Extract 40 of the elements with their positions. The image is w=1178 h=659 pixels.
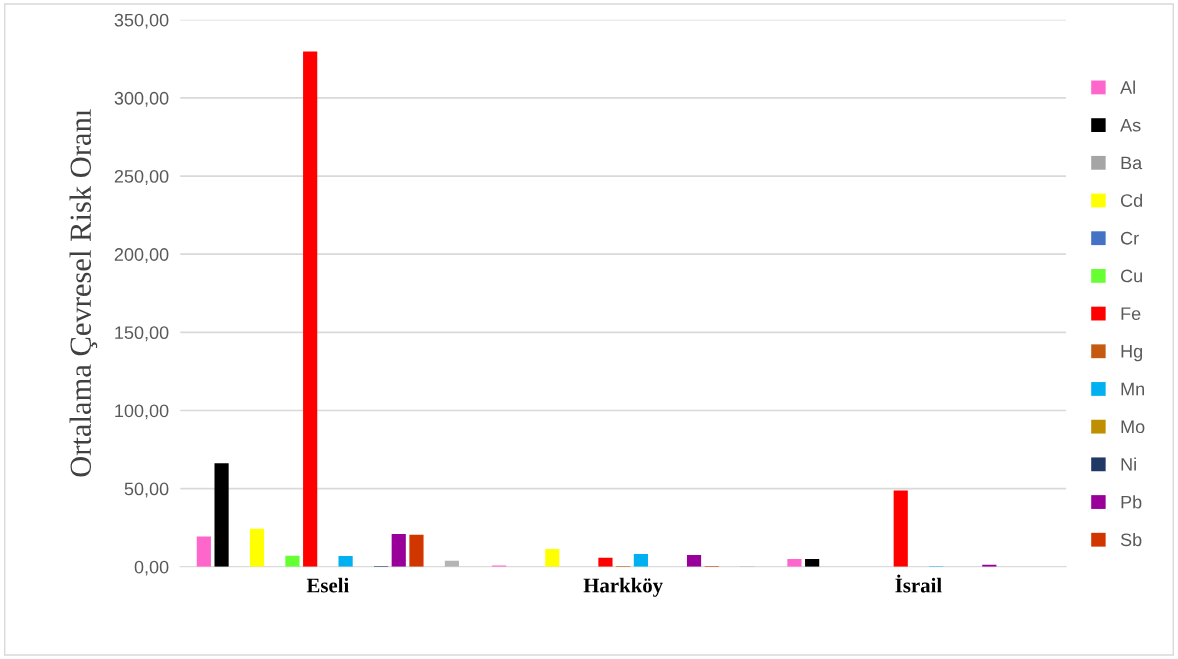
x-tick-label: Eseli (306, 577, 349, 593)
y-tick-label: 350,00 (114, 13, 169, 29)
y-tick-label: 300,00 (114, 91, 169, 107)
y-tick-label: 0,00 (134, 560, 169, 576)
legend-label: Ni (1121, 457, 1136, 471)
legend-label: Mo (1121, 420, 1145, 434)
y-tick-label: 200,00 (114, 248, 169, 264)
bar (249, 528, 265, 567)
bar (893, 490, 908, 567)
legend-label: Hg (1121, 345, 1142, 362)
bar (409, 534, 424, 567)
bar (545, 549, 560, 567)
bar (633, 554, 648, 567)
bar (214, 463, 229, 567)
bar (196, 536, 211, 567)
bar (686, 555, 702, 567)
bar (285, 555, 300, 567)
y-axis-title: Ortalama Çevresel Risk Oranı (69, 109, 98, 477)
y-tick-label: 250,00 (114, 169, 169, 185)
bar (787, 559, 802, 567)
legend-label: Cd (1121, 193, 1142, 207)
x-tick-label: İsrail (895, 574, 942, 593)
legend-label: Fe (1121, 307, 1141, 321)
y-tick-label: 150,00 (115, 326, 169, 342)
bar (805, 559, 820, 567)
legend-label: Cu (1121, 269, 1142, 283)
legend-label: Mn (1121, 382, 1144, 396)
bar (338, 556, 353, 567)
y-tick-label: 50,00 (124, 482, 169, 498)
legend-label: As (1120, 118, 1141, 132)
legend-label: Al (1120, 80, 1135, 94)
bar (598, 557, 613, 567)
legend-label: Pb (1121, 495, 1142, 509)
legend-label: Ba (1121, 156, 1143, 170)
y-tick-label: 100,00 (115, 404, 169, 420)
legend-label: Cr (1121, 231, 1139, 245)
x-tick-label: Harkköy (583, 577, 663, 597)
legend-label: Sb (1120, 532, 1142, 547)
bar (303, 51, 318, 567)
bar (391, 534, 406, 567)
